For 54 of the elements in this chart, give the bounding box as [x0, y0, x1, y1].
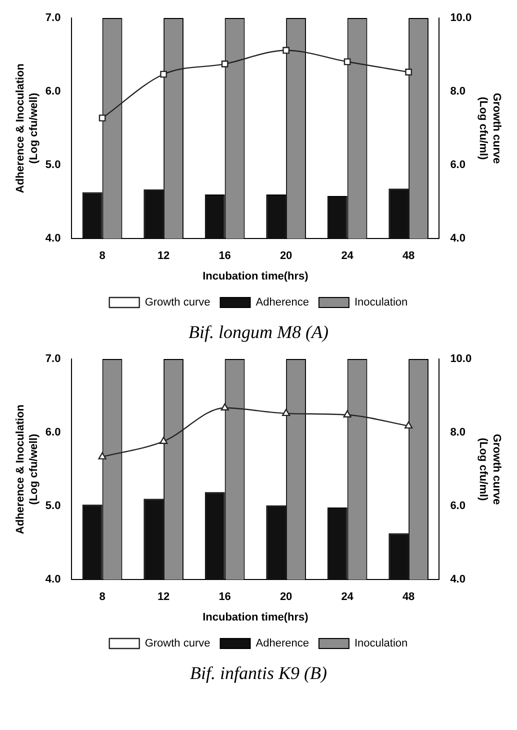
- x-axis-title: Incubation time(hrs): [202, 270, 309, 282]
- point: [98, 452, 106, 460]
- y2-tick-label: 8.0: [450, 86, 466, 98]
- x-tick-label: 20: [280, 591, 292, 604]
- y2-tick-label: 8.0: [450, 426, 466, 439]
- point: [343, 410, 352, 418]
- legend-label: Inoculation: [354, 296, 408, 309]
- y-tick-label: 4.0: [45, 574, 61, 586]
- point: [220, 403, 229, 410]
- x-tick-label: 16: [218, 591, 231, 604]
- y-tick-label: 7.0: [45, 353, 61, 366]
- y2-tick-label: 6.0: [450, 159, 466, 172]
- y-tick-label: 5.0: [45, 500, 61, 512]
- y2-axis-title: Growth curve (Log cfu/ml): [477, 92, 502, 164]
- y-tick-label: 6.0: [45, 426, 61, 439]
- text: Bif. longum M8 (A): [188, 322, 330, 343]
- point: [221, 60, 228, 68]
- y-axis-title: Adherence & Inoculation (Log cfu/well): [14, 63, 40, 194]
- x-axis-title: Incubation time(hrs): [202, 611, 309, 624]
- y-tick-label: 7.0: [45, 12, 61, 24]
- point: [405, 68, 412, 76]
- point: [98, 114, 106, 122]
- y-tick-label: 4.0: [45, 232, 61, 245]
- x-tick-label: 12: [157, 250, 170, 262]
- y2-tick-label: 4.0: [450, 232, 466, 245]
- x-tick-label: 12: [157, 591, 170, 604]
- y-axis-title: Adherence & Inoculation (Log cfu/well): [14, 404, 40, 534]
- legend-label: Growth curve: [144, 638, 210, 650]
- x-tick-label: 8: [99, 591, 106, 604]
- y2-axis-title: Growth curve (Log cfu/ml): [477, 434, 502, 505]
- point: [160, 70, 167, 78]
- y-tick-label: 5.0: [45, 159, 61, 172]
- x-tick-label: 48: [402, 250, 415, 262]
- y2-tick-label: 4.0: [450, 574, 466, 586]
- y2-tick-label: 6.0: [450, 500, 466, 512]
- x-tick-label: 20: [280, 250, 292, 262]
- x-tick-label: 16: [218, 250, 231, 262]
- point: [282, 408, 290, 416]
- point: [344, 58, 351, 66]
- point: [160, 436, 168, 444]
- x-tick-label: 24: [341, 250, 354, 262]
- y-tick-label: 6.0: [45, 86, 61, 98]
- x-tick-label: 48: [402, 591, 415, 604]
- point: [404, 421, 413, 429]
- text: Bif. infantis K9 (B): [189, 663, 328, 684]
- point: [282, 46, 290, 54]
- x-tick-label: 24: [341, 591, 354, 604]
- y2-tick-label: 10.0: [450, 12, 472, 24]
- y2-tick-label: 10.0: [450, 353, 472, 366]
- x-tick-label: 8: [99, 250, 106, 262]
- legend-label: Growth curve: [144, 296, 210, 309]
- legend-label: Adherence: [256, 296, 309, 309]
- legend-label: Adherence: [256, 638, 309, 650]
- legend-label: Inoculation: [354, 638, 408, 650]
